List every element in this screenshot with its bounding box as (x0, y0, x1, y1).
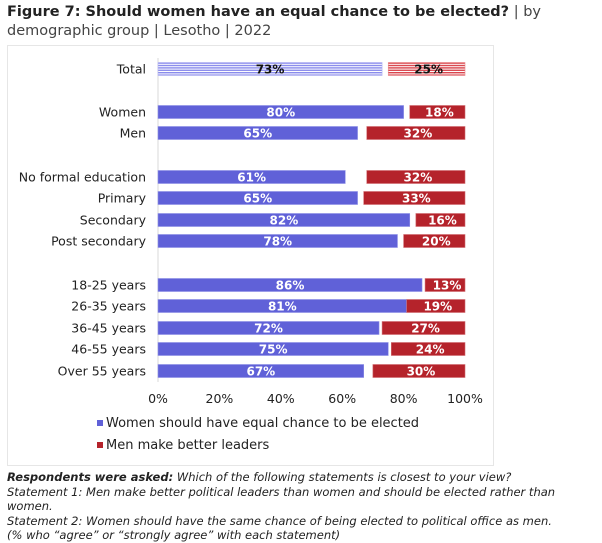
data-label-women: 78% (263, 235, 292, 249)
x-tick-label: 100% (447, 391, 483, 406)
bar-women-equal-chance (157, 62, 383, 76)
figure-title-bold: Figure 7: Should women have an equal cha… (7, 4, 510, 20)
bar-men-better-leaders (391, 342, 466, 356)
bar-men-better-leaders (424, 278, 466, 292)
data-label-men: 13% (433, 279, 462, 293)
data-label-men: 16% (428, 214, 457, 228)
bar-women-equal-chance (157, 170, 346, 184)
bar-men-better-leaders (366, 126, 466, 140)
data-label-men: 27% (411, 322, 440, 336)
x-tick-label: 20% (206, 391, 234, 406)
category-label: 18-25 years (71, 278, 146, 293)
category-label: Men (120, 126, 146, 141)
data-label-men: 32% (404, 171, 433, 185)
bar-women-equal-chance (157, 213, 411, 227)
category-label: No formal education (19, 170, 146, 185)
bar-chart: 73% 25% 80% 18% 65% 32% 61% 32% 65% 33% 82% 16% 78% 2… (19, 58, 483, 453)
data-label-women: 65% (243, 127, 272, 141)
bar-men-better-leaders (406, 299, 466, 313)
data-label-men: 18% (425, 106, 454, 120)
x-tick-label: 0% (148, 391, 168, 406)
bar-men-better-leaders (366, 170, 466, 184)
footnote-statement-2: Statement 2: Women should have the same … (7, 513, 552, 528)
bar-men-better-leaders (403, 234, 466, 248)
data-label-men: 24% (416, 343, 445, 357)
legend-swatch-men (97, 442, 103, 448)
bar-women-equal-chance (157, 126, 358, 140)
data-label-men: 32% (404, 127, 433, 141)
footnote-scale-note: (% who “agree” or “strongly agree” with … (7, 528, 341, 542)
category-label: 26-35 years (71, 299, 146, 314)
data-label-men: 30% (407, 365, 436, 379)
bar-men-better-leaders (409, 105, 466, 119)
bar-men-better-leaders (387, 62, 466, 76)
bar-women-equal-chance (157, 234, 398, 248)
bar-women-equal-chance (157, 342, 389, 356)
bar-men-better-leaders (381, 321, 466, 335)
category-label: Over 55 years (58, 364, 146, 379)
data-label-women: 61% (237, 171, 266, 185)
data-label-women: 72% (254, 322, 283, 336)
footnote-lead: Respondents were asked: (7, 470, 174, 484)
data-label-women: 67% (246, 365, 275, 379)
footnote: Respondents were asked: Which of the fol… (7, 470, 602, 543)
bar-women-equal-chance (157, 278, 423, 292)
category-label: Post secondary (51, 234, 147, 249)
bar-men-better-leaders (363, 191, 466, 205)
bar-women-equal-chance (157, 321, 380, 335)
data-label-men: 25% (414, 63, 443, 77)
legend-label-women: Women should have equal chance to be ele… (106, 416, 419, 431)
figure-title-subtitle: | by demographic group | Lesotho | 2022 (7, 4, 541, 39)
category-label: Total (116, 62, 146, 77)
data-label-women: 80% (266, 106, 295, 120)
x-tick-label: 80% (390, 391, 418, 406)
data-label-women: 73% (256, 63, 285, 77)
category-label: Primary (98, 191, 147, 206)
data-label-men: 20% (422, 235, 451, 249)
x-tick-label: 40% (267, 391, 295, 406)
x-tick-label: 60% (328, 391, 356, 406)
bar-men-better-leaders (372, 364, 466, 378)
figure-title: Figure 7: Should women have an equal cha… (7, 3, 597, 41)
bar-women-equal-chance (157, 191, 358, 205)
data-label-women: 86% (276, 279, 305, 293)
data-label-women: 75% (259, 343, 288, 357)
data-label-men: 33% (402, 192, 431, 206)
category-label: Women (99, 105, 146, 120)
data-label-women: 81% (268, 300, 297, 314)
legend-swatch-women (97, 420, 103, 426)
category-label: Secondary (80, 213, 147, 228)
legend-label-men: Men make better leaders (106, 438, 270, 453)
data-label-women: 82% (270, 214, 299, 228)
category-label: 36-45 years (71, 321, 146, 336)
footnote-statement-1: Statement 1: Men make better political l… (7, 484, 556, 514)
bar-women-equal-chance (157, 364, 364, 378)
data-label-men: 19% (423, 300, 452, 314)
bar-men-better-leaders (415, 213, 466, 227)
bar-women-equal-chance (157, 105, 404, 119)
footnote-question: Which of the following statements is clo… (173, 470, 512, 484)
data-label-women: 65% (243, 192, 272, 206)
category-label: 46-55 years (71, 342, 146, 357)
